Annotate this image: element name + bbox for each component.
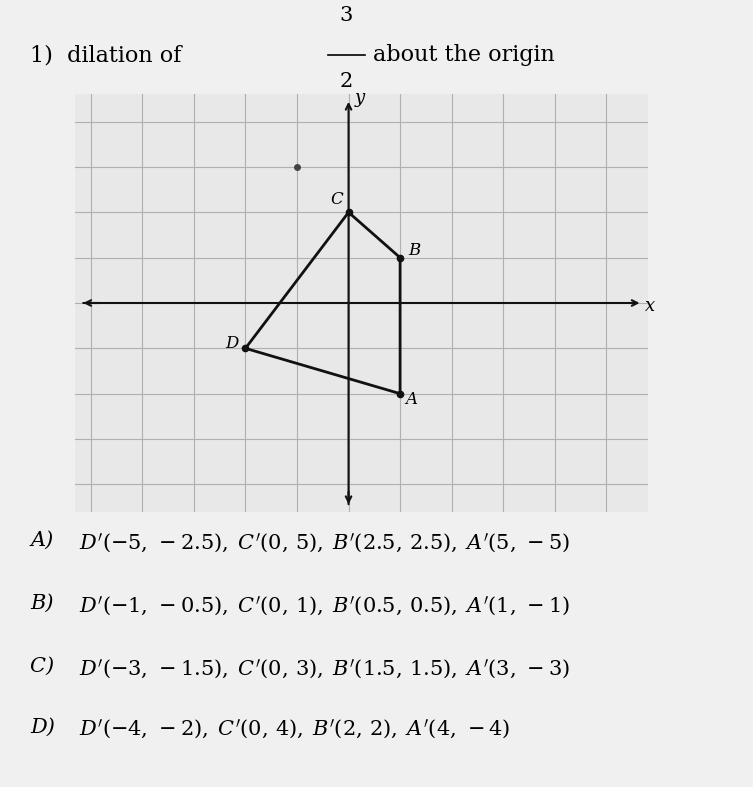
Text: 2: 2 [340,72,353,91]
Text: D): D) [30,718,62,737]
Text: $D'(-1,\,-0.5),\;C'(0,\,1),\;B'(0.5,\,0.5),\;A'(1,\,-1)$: $D'(-1,\,-0.5),\;C'(0,\,1),\;B'(0.5,\,0.… [79,594,570,618]
Text: x: x [645,297,655,315]
Text: about the origin: about the origin [373,44,554,66]
Text: B): B) [30,594,60,613]
Text: $D'(-3,\,-1.5),\;C'(0,\,3),\;B'(1.5,\,1.5),\;A'(3,\,-3)$: $D'(-3,\,-1.5),\;C'(0,\,3),\;B'(1.5,\,1.… [79,657,570,681]
Text: 1)  dilation of: 1) dilation of [30,44,181,66]
Text: $D'(-4,\,-2),\;C'(0,\,4),\;B'(2,\,2),\;A'(4,\,-4)$: $D'(-4,\,-2),\;C'(0,\,4),\;B'(2,\,2),\;A… [79,718,511,741]
Text: B: B [408,242,420,260]
Text: A: A [405,390,417,408]
Text: y: y [355,89,365,106]
Text: $D'(-5,\,-2.5),\;C'(0,\,5),\;B'(2.5,\,2.5),\;A'(5,\,-5)$: $D'(-5,\,-2.5),\;C'(0,\,5),\;B'(2.5,\,2.… [79,531,570,555]
Text: C): C) [30,657,61,676]
Text: 3: 3 [340,6,353,24]
Text: C: C [331,191,343,208]
Text: A): A) [30,531,60,550]
Text: D: D [225,335,238,353]
